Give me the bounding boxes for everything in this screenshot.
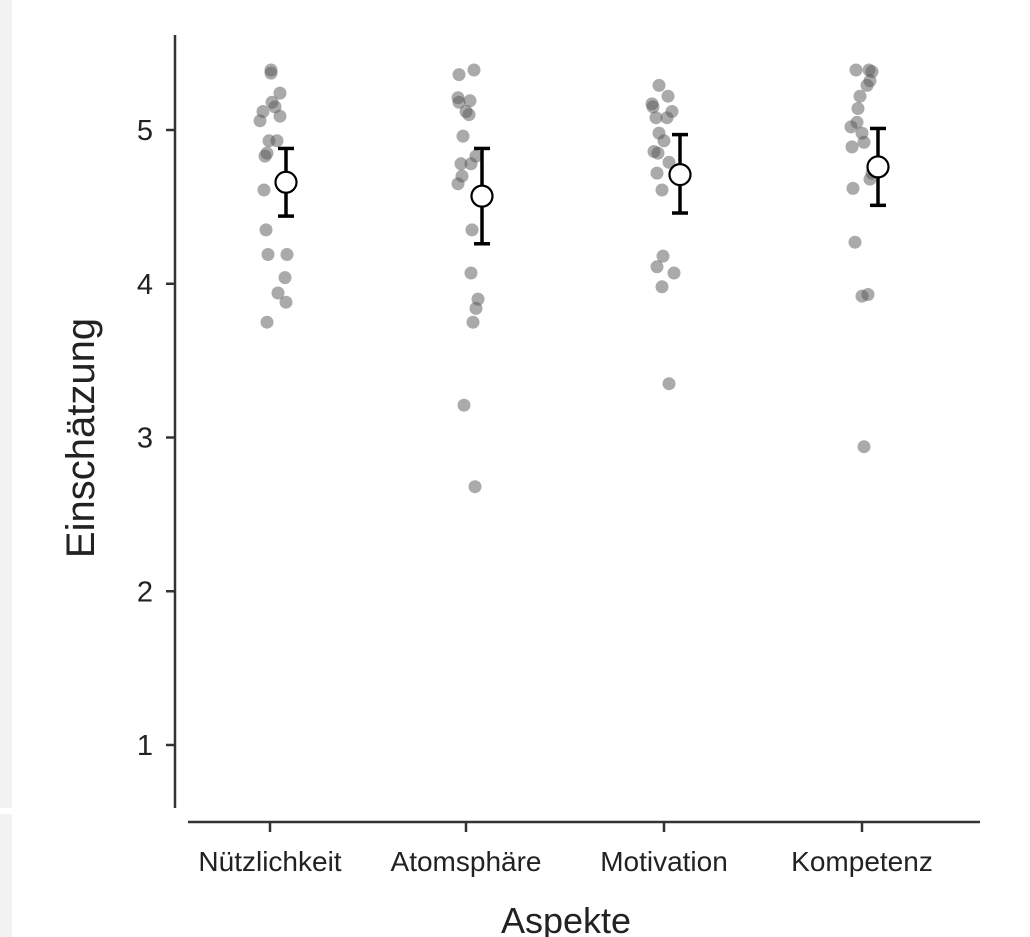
data-point bbox=[451, 177, 465, 191]
data-point bbox=[855, 289, 869, 303]
data-point bbox=[857, 135, 871, 149]
data-point bbox=[646, 100, 660, 114]
data-point bbox=[649, 111, 663, 125]
x-tick-label-atomsphare: Atomsphäre bbox=[391, 846, 542, 877]
x-axis-title: Aspekte bbox=[501, 900, 631, 937]
y-tick-label: 5 bbox=[137, 115, 153, 147]
x-tick-label-kompetenz: Kompetenz bbox=[791, 846, 933, 877]
data-point bbox=[465, 223, 479, 237]
data-point bbox=[467, 63, 481, 77]
x-tick-label-nutzlichkeit: Nützlichkeit bbox=[198, 846, 341, 877]
data-point bbox=[662, 155, 676, 169]
data-point bbox=[849, 63, 863, 77]
data-point bbox=[258, 149, 272, 163]
data-point bbox=[260, 315, 274, 329]
data-point bbox=[655, 280, 669, 294]
data-point bbox=[457, 398, 471, 412]
data-point bbox=[454, 157, 468, 171]
data-point bbox=[656, 249, 670, 263]
data-point bbox=[469, 301, 483, 315]
data-point bbox=[860, 78, 874, 92]
data-point bbox=[462, 108, 476, 122]
axes-group bbox=[166, 35, 980, 832]
data-point bbox=[271, 286, 285, 300]
data-point bbox=[466, 315, 480, 329]
data-point bbox=[464, 266, 478, 280]
data-point bbox=[257, 183, 271, 197]
data-point bbox=[857, 440, 871, 454]
data-point bbox=[667, 266, 681, 280]
mean-marker-kompetenz bbox=[866, 155, 890, 179]
data-point bbox=[280, 248, 294, 261]
mean-marker-atomsphare bbox=[470, 184, 494, 208]
data-point bbox=[651, 146, 665, 160]
mean-marker-motivation bbox=[668, 162, 692, 187]
data-point bbox=[463, 94, 477, 108]
points-group bbox=[253, 63, 879, 494]
data-point bbox=[661, 89, 675, 103]
data-point bbox=[853, 89, 867, 103]
data-point bbox=[650, 260, 664, 274]
data-point bbox=[846, 181, 860, 195]
y-tick-label: 1 bbox=[137, 730, 153, 762]
y-tick-label: 2 bbox=[137, 576, 153, 608]
data-point bbox=[270, 134, 284, 148]
data-point bbox=[657, 134, 671, 148]
y-tick-label: 4 bbox=[137, 269, 153, 301]
data-point bbox=[844, 120, 858, 134]
data-point bbox=[851, 102, 865, 115]
data-point bbox=[848, 235, 862, 249]
mean-marker-nutzlichkeit bbox=[274, 170, 298, 194]
data-point bbox=[452, 95, 466, 109]
data-point bbox=[264, 66, 278, 80]
data-point bbox=[253, 114, 267, 128]
data-point bbox=[464, 157, 478, 171]
data-point bbox=[845, 140, 859, 154]
data-point bbox=[652, 78, 666, 92]
data-point bbox=[662, 377, 676, 391]
labels-group: 1 2 3 4 5 Nützlichkeit Atomsphäre Motivation Kom… bbox=[137, 115, 933, 877]
data-point bbox=[273, 86, 287, 100]
data-point bbox=[655, 183, 669, 197]
data-point bbox=[650, 166, 664, 180]
data-point bbox=[660, 111, 674, 125]
data-point bbox=[278, 271, 292, 285]
data-point bbox=[468, 480, 482, 494]
data-point bbox=[452, 68, 466, 82]
left-panel-strip bbox=[0, 0, 12, 937]
data-point bbox=[279, 295, 293, 309]
data-point bbox=[456, 129, 470, 143]
data-point bbox=[259, 223, 273, 237]
x-tick-label-motivation: Motivation bbox=[600, 846, 728, 877]
data-point bbox=[261, 248, 275, 261]
data-point bbox=[273, 109, 287, 123]
y-axis-title: Einschätzung bbox=[59, 318, 103, 558]
summary-group bbox=[274, 126, 890, 246]
y-tick-label: 3 bbox=[137, 423, 153, 455]
